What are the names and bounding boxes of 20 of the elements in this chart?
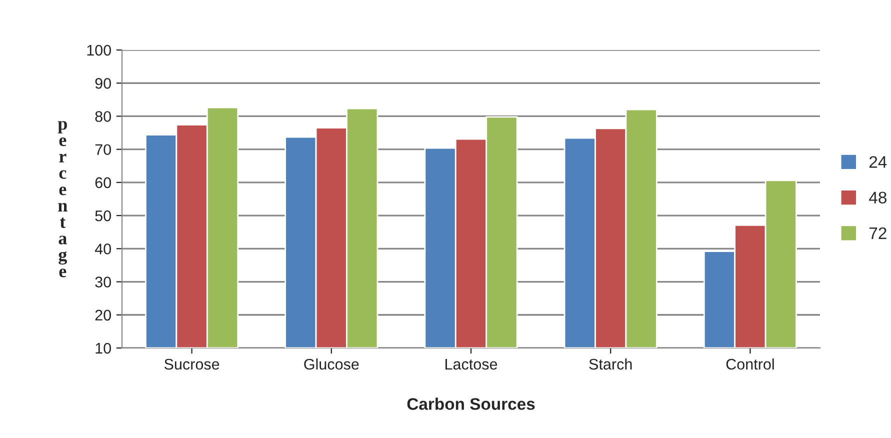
legend-label: 24 [869, 156, 887, 168]
x-tick-label: Control [726, 358, 774, 370]
x-tick-label: Lactose [446, 358, 498, 370]
y-tick-label: 60 [95, 177, 111, 188]
y-tick-label: 10 [96, 342, 111, 354]
text: percentage [58, 121, 68, 278]
legend-label: 72 [870, 227, 886, 239]
y-tick-label: 90 [95, 78, 111, 89]
y-tick-label: 20 [95, 310, 111, 321]
y-tick-label: 40 [94, 244, 111, 254]
y-tick-label: 50 [95, 210, 111, 222]
y-tick-label: 80 [95, 111, 111, 122]
legend-label: 48 [869, 192, 886, 204]
x-tick-label: Glucose [304, 358, 359, 370]
y-tick-label: 30 [95, 276, 111, 288]
y-tick-label: 100 [87, 44, 111, 56]
y-tick-label: 70 [95, 144, 111, 156]
x-tick-label: Sucrose [164, 358, 220, 370]
x-tick-label: Starch [589, 358, 632, 370]
x-axis-title: Carbon Sources [407, 398, 535, 410]
